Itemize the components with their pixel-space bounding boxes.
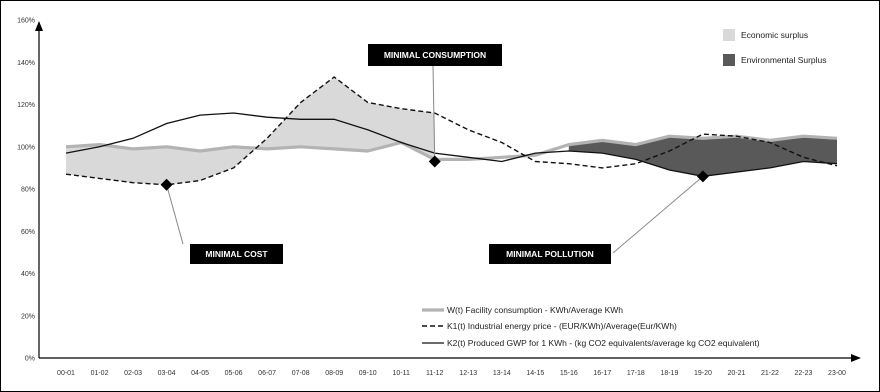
y-tick-label: 120% xyxy=(17,102,35,109)
x-tick-label: 21-22 xyxy=(761,370,779,377)
y-tick-label: 140% xyxy=(17,60,35,67)
x-tick-label: 07-08 xyxy=(292,370,310,377)
annotation-label: MINIMAL POLLUTION xyxy=(506,249,594,259)
x-tick-label: 15-16 xyxy=(560,370,578,377)
annotation-label: MINIMAL COST xyxy=(205,249,268,259)
x-tick-label: 18-19 xyxy=(660,370,678,377)
y-tick-label: 80% xyxy=(21,187,35,194)
annotation-box xyxy=(190,244,283,264)
annotation-box xyxy=(368,44,502,66)
annotation-diamond-marker xyxy=(160,178,173,191)
area-environmental-surplus xyxy=(568,136,837,177)
legend-label-environmental-surplus: Environmental Surplus xyxy=(741,55,827,65)
y-tick-label: 20% xyxy=(21,313,35,320)
x-tick-label: 22-23 xyxy=(795,370,813,377)
annotation-leader-line xyxy=(166,184,184,245)
legend-swatch-economic-surplus xyxy=(723,29,735,41)
series-line-facility-consumption xyxy=(65,134,838,161)
legend-label-series: K2(t) Produced GWP for 1 KWh - (kg CO2 e… xyxy=(447,338,760,348)
legend-label-series: K1(t) Industrial energy price - (EUR/KWh… xyxy=(447,321,677,331)
annotation-box xyxy=(489,244,611,264)
y-tick-label: 0% xyxy=(25,356,35,363)
series-line-energy-price xyxy=(65,76,838,186)
y-axis-arrow xyxy=(35,21,43,31)
x-tick-label: 13-14 xyxy=(493,370,511,377)
x-tick-label: 05-06 xyxy=(225,370,243,377)
x-tick-label: 19-20 xyxy=(694,370,712,377)
x-tick-label: 17-18 xyxy=(627,370,645,377)
legend-label-economic-surplus: Economic surplus xyxy=(741,30,808,40)
y-tick-label: 100% xyxy=(17,144,35,151)
x-tick-label: 10-11 xyxy=(393,370,410,377)
annotation-leader-line xyxy=(432,65,436,162)
x-tick-label: 12-13 xyxy=(459,370,477,377)
annotation-diamond-marker xyxy=(696,170,709,183)
annotation-label: MINIMAL CONSUMPTION xyxy=(384,50,486,60)
legend-label-series: W(t) Facility consumption - KWh/Average … xyxy=(447,305,623,315)
x-tick-label: 00-01 xyxy=(57,370,75,377)
legend-swatch-environmental-surplus xyxy=(723,54,735,66)
series-line-gwp xyxy=(65,112,838,177)
x-axis-arrow xyxy=(851,354,861,362)
x-tick-label: 08-09 xyxy=(325,370,343,377)
x-tick-label: 20-21 xyxy=(727,370,745,377)
annotation-diamond-marker xyxy=(428,155,441,168)
x-tick-label: 11-12 xyxy=(426,370,443,377)
x-tick-label: 01-02 xyxy=(91,370,109,377)
area-economic-surplus xyxy=(66,77,435,185)
x-tick-label: 06-07 xyxy=(258,370,276,377)
x-tick-label: 02-03 xyxy=(124,370,142,377)
annotation-leader-line xyxy=(612,175,704,254)
y-tick-label: 160% xyxy=(17,18,35,25)
x-tick-label: 16-17 xyxy=(593,370,611,377)
y-tick-label: 40% xyxy=(21,271,35,278)
x-tick-label: 09-10 xyxy=(359,370,377,377)
x-tick-label: 23-00 xyxy=(828,370,846,377)
y-tick-label: 60% xyxy=(21,229,35,236)
x-tick-label: 04-05 xyxy=(191,370,209,377)
x-tick-label: 03-04 xyxy=(158,370,176,377)
x-tick-label: 14-15 xyxy=(526,370,544,377)
